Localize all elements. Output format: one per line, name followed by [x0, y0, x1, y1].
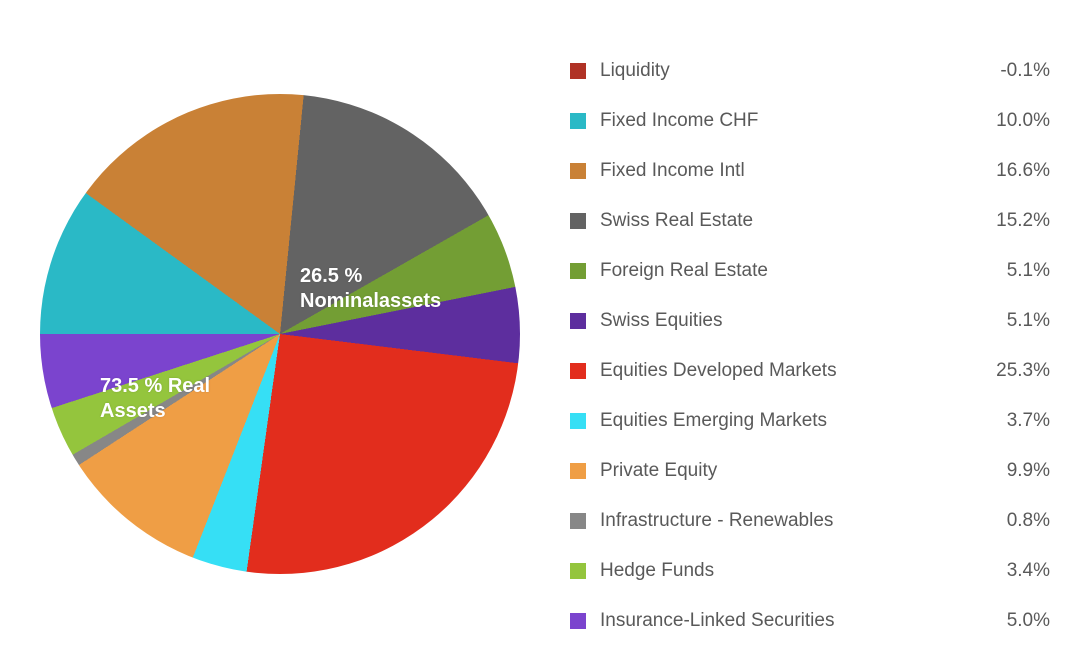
- legend-swatch: [570, 263, 586, 279]
- legend-value: 5.1%: [980, 310, 1050, 332]
- legend-row: Infrastructure - Renewables 0.8%: [570, 510, 1050, 532]
- legend-swatch: [570, 513, 586, 529]
- legend-value: 16.6%: [980, 160, 1050, 182]
- legend-row-left: Hedge Funds: [570, 560, 714, 582]
- legend-label: Hedge Funds: [600, 560, 714, 582]
- legend-row-left: Private Equity: [570, 460, 717, 482]
- legend-row-left: Infrastructure - Renewables: [570, 510, 833, 532]
- legend-value: 5.0%: [980, 610, 1050, 632]
- legend-swatch: [570, 113, 586, 129]
- legend-row-left: Swiss Real Estate: [570, 210, 753, 232]
- legend-label: Liquidity: [600, 60, 670, 82]
- legend-value: 25.3%: [980, 360, 1050, 382]
- legend-swatch: [570, 63, 586, 79]
- legend-row-left: Equities Developed Markets: [570, 360, 837, 382]
- legend-label: Insurance-Linked Securities: [600, 610, 834, 632]
- pie-chart: [40, 94, 520, 574]
- legend-swatch: [570, 413, 586, 429]
- legend-swatch: [570, 563, 586, 579]
- legend-row-left: Liquidity: [570, 60, 670, 82]
- legend: Liquidity-0.1%Fixed Income CHF10.0%Fixed…: [560, 20, 1090, 672]
- legend-swatch: [570, 313, 586, 329]
- legend-row: Swiss Equities 5.1%: [570, 310, 1050, 332]
- legend-row: Swiss Real Estate 15.2%: [570, 210, 1050, 232]
- chart-area: 26.5 %Nominalassets73.5 % RealAssets: [0, 0, 560, 667]
- legend-label: Equities Developed Markets: [600, 360, 837, 382]
- legend-row: Liquidity -0.1%: [570, 60, 1050, 82]
- legend-swatch: [570, 463, 586, 479]
- legend-label: Swiss Equities: [600, 310, 723, 332]
- legend-value: -0.1%: [980, 60, 1050, 82]
- chart-container: 26.5 %Nominalassets73.5 % RealAssets Liq…: [0, 0, 1090, 667]
- legend-row: Foreign Real Estate 5.1%: [570, 260, 1050, 282]
- legend-label: Private Equity: [600, 460, 717, 482]
- legend-row: Fixed Income CHF 10.0%: [570, 110, 1050, 132]
- legend-label: Equities Emerging Markets: [600, 410, 827, 432]
- legend-value: 15.2%: [980, 210, 1050, 232]
- legend-label: Swiss Real Estate: [600, 210, 753, 232]
- legend-row-left: Equities Emerging Markets: [570, 410, 827, 432]
- legend-row-left: Fixed Income CHF: [570, 110, 758, 132]
- legend-row: Private Equity 9.9%: [570, 460, 1050, 482]
- legend-label: Foreign Real Estate: [600, 260, 768, 282]
- legend-row: Fixed Income Intl 16.6%: [570, 160, 1050, 182]
- legend-value: 0.8%: [980, 510, 1050, 532]
- legend-label: Fixed Income Intl: [600, 160, 745, 182]
- legend-row-left: Foreign Real Estate: [570, 260, 768, 282]
- legend-row: Equities Developed Markets 25.3%: [570, 360, 1050, 382]
- legend-label: Fixed Income CHF: [600, 110, 758, 132]
- legend-swatch: [570, 213, 586, 229]
- legend-value: 9.9%: [980, 460, 1050, 482]
- legend-row-left: Insurance-Linked Securities: [570, 610, 834, 632]
- legend-row: Insurance-Linked Securities 5.0%: [570, 610, 1050, 632]
- legend-value: 10.0%: [980, 110, 1050, 132]
- legend-swatch: [570, 163, 586, 179]
- legend-value: 5.1%: [980, 260, 1050, 282]
- legend-row-left: Fixed Income Intl: [570, 160, 745, 182]
- legend-swatch: [570, 613, 586, 629]
- legend-row-left: Swiss Equities: [570, 310, 723, 332]
- legend-value: 3.4%: [980, 560, 1050, 582]
- legend-label: Infrastructure - Renewables: [600, 510, 833, 532]
- legend-swatch: [570, 363, 586, 379]
- pie-wrap: 26.5 %Nominalassets73.5 % RealAssets: [40, 94, 520, 574]
- legend-value: 3.7%: [980, 410, 1050, 432]
- legend-row: Hedge Funds 3.4%: [570, 560, 1050, 582]
- legend-row: Equities Emerging Markets 3.7%: [570, 410, 1050, 432]
